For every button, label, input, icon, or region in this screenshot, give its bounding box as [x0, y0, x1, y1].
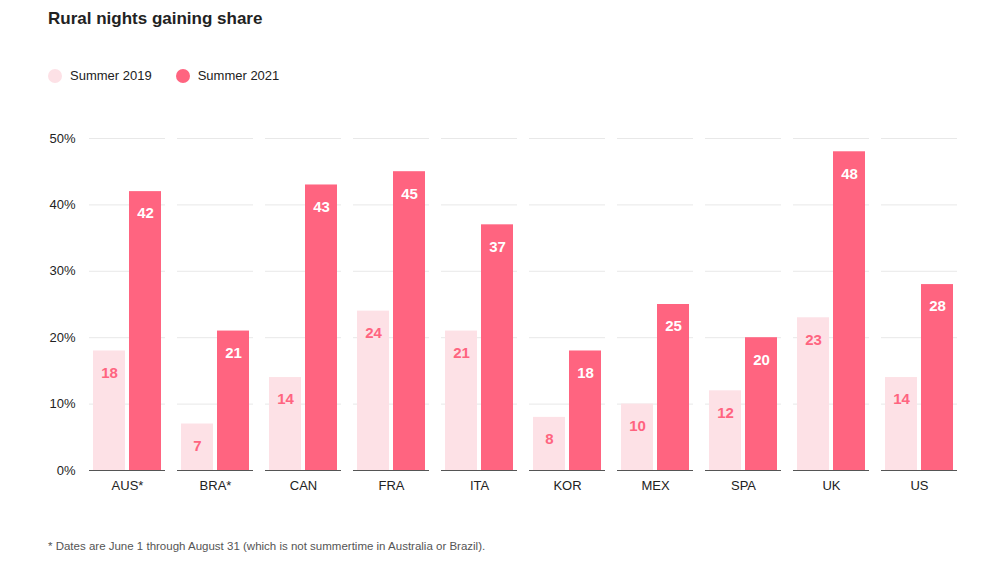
- svg-text:30%: 30%: [49, 263, 75, 278]
- svg-text:10: 10: [629, 417, 646, 434]
- svg-text:UK: UK: [822, 478, 840, 493]
- html-text:* Dates are June 1 through Aug: * Dates are June 1 through August 31 (wh…: [48, 540, 486, 552]
- svg-text:42: 42: [137, 204, 154, 221]
- svg-text:FRA: FRA: [379, 478, 405, 493]
- svg-text:48: 48: [841, 165, 858, 182]
- svg-text:AUS*: AUS*: [112, 478, 144, 493]
- svg-text:ITA: ITA: [470, 478, 490, 493]
- svg-text:24: 24: [365, 324, 382, 341]
- svg-text:8: 8: [545, 430, 553, 447]
- svg-text:25: 25: [665, 317, 682, 334]
- svg-text:7: 7: [193, 437, 201, 454]
- svg-text:12: 12: [717, 404, 734, 421]
- svg-text:0%: 0%: [57, 463, 76, 478]
- svg-text:50%: 50%: [49, 131, 75, 146]
- svg-text:KOR: KOR: [553, 478, 581, 493]
- html-text:Rural nights gaining share: Rural nights gaining share: [48, 9, 263, 28]
- svg-text:28: 28: [929, 297, 946, 314]
- svg-text:US: US: [910, 478, 928, 493]
- svg-text:45: 45: [401, 185, 418, 202]
- svg-text:20: 20: [753, 351, 770, 368]
- svg-text:14: 14: [277, 390, 294, 407]
- html-text:Summer 2021: Summer 2021: [197, 68, 280, 83]
- svg-text:20%: 20%: [49, 330, 75, 345]
- svg-text:18: 18: [577, 364, 594, 381]
- svg-text:SPA: SPA: [731, 478, 756, 493]
- svg-text:43: 43: [313, 198, 330, 215]
- svg-text:21: 21: [225, 344, 242, 361]
- svg-text:BRA*: BRA*: [200, 478, 232, 493]
- svg-text:18: 18: [101, 364, 118, 381]
- svg-text:14: 14: [893, 390, 910, 407]
- svg-text:21: 21: [453, 344, 470, 361]
- svg-text:MEX: MEX: [641, 478, 670, 493]
- svg-text:23: 23: [805, 331, 822, 348]
- svg-text:CAN: CAN: [290, 478, 317, 493]
- svg-text:37: 37: [489, 238, 506, 255]
- html-text:Summer 2019: Summer 2019: [70, 68, 152, 83]
- svg-text:40%: 40%: [49, 197, 75, 212]
- svg-text:10%: 10%: [49, 396, 75, 411]
